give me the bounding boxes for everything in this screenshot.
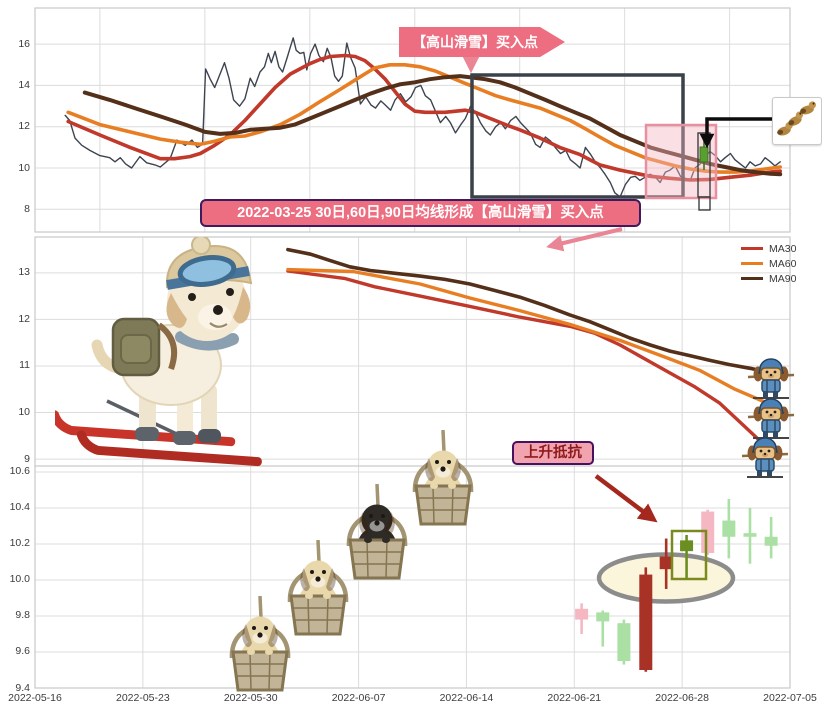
green-candle-marker <box>699 146 709 163</box>
mini-dogs-inset <box>772 97 822 145</box>
buy-point-banner-text: 【高山滑雪】买入点 <box>412 34 538 50</box>
y-tick-label: 9.4 <box>15 681 30 694</box>
x-tick-label: 2022-06-14 <box>439 692 494 704</box>
y-tick-label: 16 <box>18 37 30 50</box>
x-tick-label: 2022-05-23 <box>115 692 170 704</box>
buy-point-banner: 【高山滑雪】买入点 <box>399 27 565 57</box>
ma30-line-swatch <box>741 246 763 251</box>
mini-dogs-image <box>775 100 818 138</box>
ma60-line-top <box>66 63 783 174</box>
pixel-ski-dog-image <box>745 397 797 439</box>
legend-label-ma60: MA60 <box>769 257 797 270</box>
y-tick-label: 10 <box>18 406 30 419</box>
y-tick-label: 13 <box>18 266 30 279</box>
y-tick-label: 10 <box>18 161 30 174</box>
x-tick-label: 2022-06-21 <box>547 692 602 704</box>
lift-dog-image <box>403 430 483 530</box>
y-tick-label: 12 <box>18 120 30 133</box>
candle-body <box>617 623 631 661</box>
connector-arrow <box>699 117 773 149</box>
pixel-ski-dog-image <box>739 436 791 478</box>
candle-body <box>722 520 736 537</box>
y-tick-label: 11 <box>19 359 30 372</box>
ma90-line-swatch <box>741 276 763 281</box>
y-tick-label: 10.4 <box>9 501 30 514</box>
candle-body <box>701 511 715 553</box>
y-tick-label: 10.0 <box>9 573 30 586</box>
ma90-line-top <box>82 74 783 177</box>
y-tick-label: 14 <box>18 78 30 91</box>
legend-item-ma60: MA60 <box>741 256 796 271</box>
x-tick-label: 2022-05-30 <box>223 692 278 704</box>
y-tick-label: 10.6 <box>9 465 30 478</box>
ski-dog-image <box>55 237 262 467</box>
y-tick-label: 9 <box>24 452 30 465</box>
legend-item-ma30: MA30 <box>741 241 796 256</box>
highlight-box <box>470 73 685 199</box>
candle-body <box>764 536 778 546</box>
candle-body <box>596 612 610 622</box>
x-tick-label: 2022-07-05 <box>763 692 817 704</box>
outline-candle-box-small <box>698 196 711 211</box>
ma90-line-middle <box>286 247 774 375</box>
y-tick-label: 9.6 <box>15 645 30 658</box>
candle-body <box>680 540 694 552</box>
ma60-line-swatch <box>741 261 763 266</box>
pixel-ski-dog-image <box>745 357 797 399</box>
candle-body <box>743 533 757 537</box>
legend-label-ma90: MA90 <box>769 272 797 285</box>
resistance-arrow <box>594 474 658 523</box>
y-tick-label: 10.2 <box>9 537 30 550</box>
ma-legend: MA30 MA60 MA90 <box>741 241 796 286</box>
olive-box <box>670 529 708 581</box>
rising-resistance-label: 上升抵抗 <box>512 441 594 465</box>
y-tick-label: 8 <box>24 202 30 215</box>
panel-border <box>34 465 791 689</box>
legend-item-ma90: MA90 <box>741 271 796 286</box>
x-tick-label: 2022-06-07 <box>331 692 386 704</box>
callout-arrow <box>546 227 623 252</box>
legend-label-ma30: MA30 <box>769 242 797 255</box>
y-tick-label: 9.8 <box>15 609 30 622</box>
x-tick-label: 2022-06-28 <box>655 692 709 704</box>
y-tick-label: 12 <box>18 312 30 325</box>
candle-body <box>639 574 653 670</box>
candle-body <box>575 608 589 620</box>
ma60-line-middle <box>286 267 774 407</box>
x-tick-label: 2022-05-16 <box>8 692 62 704</box>
ma-formation-callout: 2022-03-25 30日,60日,90日均线形成【高山滑雪】买入点 <box>200 199 641 227</box>
candle-body <box>659 556 673 570</box>
